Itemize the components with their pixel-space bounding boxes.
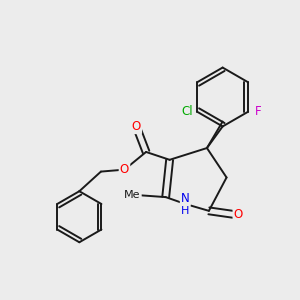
- Text: Me: Me: [124, 190, 141, 200]
- Text: N: N: [181, 192, 190, 205]
- Text: O: O: [132, 120, 141, 133]
- Text: Cl: Cl: [182, 105, 193, 118]
- Text: O: O: [234, 208, 243, 221]
- Text: O: O: [120, 163, 129, 176]
- Text: H: H: [181, 206, 190, 216]
- Text: F: F: [255, 105, 261, 118]
